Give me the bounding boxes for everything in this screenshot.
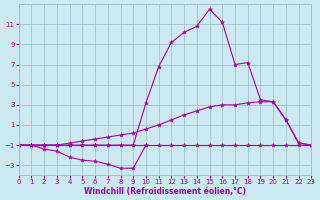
- X-axis label: Windchill (Refroidissement éolien,°C): Windchill (Refroidissement éolien,°C): [84, 187, 246, 196]
